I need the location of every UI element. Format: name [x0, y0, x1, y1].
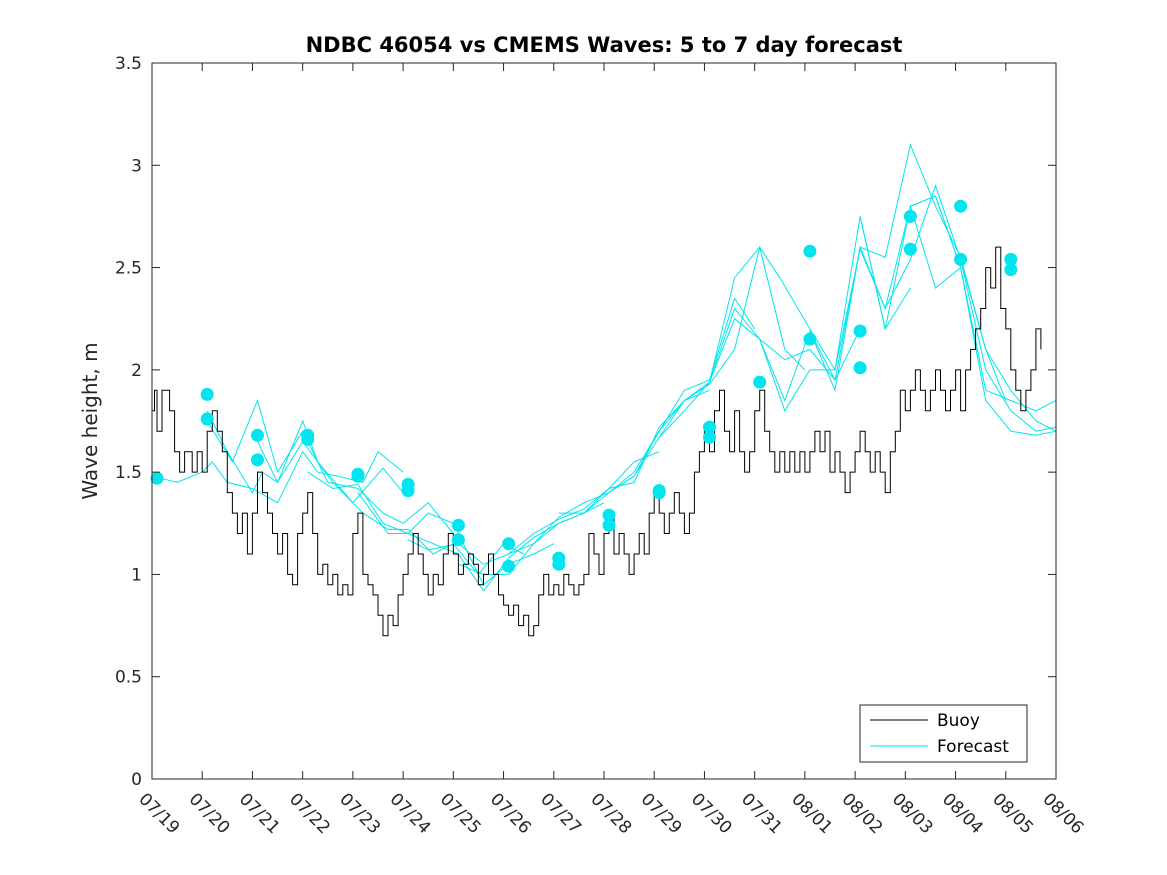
- forecast-line: [206, 398, 454, 534]
- legend-forecast-label: Forecast: [937, 737, 1009, 757]
- y-tick-label: 2.5: [115, 259, 142, 279]
- forecast-marker: [351, 469, 365, 483]
- forecast-marker: [753, 375, 767, 389]
- forecast-marker: [451, 533, 465, 547]
- forecast-line: [910, 195, 1057, 412]
- y-tick-label: 1.5: [115, 463, 142, 483]
- forecast-marker: [954, 199, 968, 213]
- forecast-marker: [703, 420, 716, 434]
- forecast-marker: [552, 557, 566, 571]
- forecast-line: [458, 389, 710, 575]
- buoy-line: [152, 246, 1042, 637]
- plot-area: [150, 143, 1057, 637]
- forecast-marker: [251, 453, 264, 467]
- y-tick-label: 3.5: [115, 54, 142, 74]
- forecast-marker: [853, 361, 867, 375]
- chart-title: NDBC 46054 vs CMEMS Waves: 5 to 7 day fo…: [306, 33, 903, 57]
- legend: Buoy Forecast: [859, 704, 1028, 763]
- forecast-marker: [803, 244, 817, 258]
- forecast-marker: [150, 471, 164, 485]
- legend-buoy-label: Buoy: [937, 711, 980, 731]
- forecast-line: [809, 184, 1057, 432]
- forecast-marker: [602, 508, 616, 522]
- forecast-line: [960, 259, 1057, 432]
- forecast-marker: [703, 430, 716, 444]
- forecast-marker: [652, 486, 666, 500]
- forecast-line: [307, 471, 555, 586]
- y-tick-label: 3: [131, 156, 142, 176]
- forecast-marker: [903, 209, 917, 223]
- y-axis: 0 0.5 1 1.5 2 2.5 3 3.5: [115, 54, 1056, 790]
- forecast-marker: [1004, 263, 1018, 277]
- forecast-marker: [502, 537, 516, 551]
- y-axis-label: Wave height, m: [78, 342, 102, 499]
- forecast-marker: [200, 412, 214, 426]
- forecast-line: [608, 307, 861, 494]
- forecast-marker: [853, 324, 867, 338]
- forecast-marker: [502, 559, 516, 573]
- forecast-marker: [602, 518, 616, 532]
- y-tick-label: 0.5: [115, 668, 142, 688]
- y-tick-label: 1: [131, 565, 142, 585]
- forecast-marker: [803, 332, 817, 346]
- y-tick-label: 0: [131, 770, 142, 790]
- forecast-marker: [903, 242, 917, 256]
- y-tick-label: 2: [131, 361, 142, 381]
- forecast-marker: [200, 387, 214, 401]
- forecast-marker: [401, 484, 415, 498]
- forecast-marker: [301, 432, 315, 446]
- forecast-marker: [1004, 252, 1018, 266]
- forecast-marker: [451, 518, 465, 532]
- forecast-marker: [954, 252, 968, 266]
- forecast-marker: [251, 428, 264, 442]
- legend-box: [859, 704, 1028, 763]
